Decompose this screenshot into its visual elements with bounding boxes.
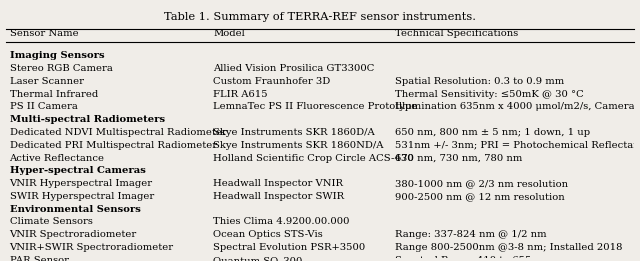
Text: Sensor Name: Sensor Name — [10, 29, 78, 38]
Text: Dedicated PRI Multispectral Radiometer: Dedicated PRI Multispectral Radiometer — [10, 141, 217, 150]
Text: Spatial Resolution: 0.3 to 0.9 mm: Spatial Resolution: 0.3 to 0.9 mm — [396, 77, 564, 86]
Text: VNIR Hyperspectral Imager: VNIR Hyperspectral Imager — [10, 179, 153, 188]
Text: FLIR A615: FLIR A615 — [213, 90, 268, 99]
Text: 670 nm, 730 nm, 780 nm: 670 nm, 730 nm, 780 nm — [396, 153, 523, 163]
Text: Dedicated NDVI Multispectral Radiometer: Dedicated NDVI Multispectral Radiometer — [10, 128, 227, 137]
Text: Headwall Inspector SWIR: Headwall Inspector SWIR — [213, 192, 344, 201]
Text: Climate Sensors: Climate Sensors — [10, 217, 92, 227]
Text: 900-2500 nm @ 12 nm resolution: 900-2500 nm @ 12 nm resolution — [396, 192, 565, 201]
Text: Stereo RGB Camera: Stereo RGB Camera — [10, 64, 113, 73]
Text: Range: 337-824 nm @ 1/2 nm: Range: 337-824 nm @ 1/2 nm — [396, 230, 547, 239]
Text: Holland Scientific Crop Circle ACS-430: Holland Scientific Crop Circle ACS-430 — [213, 153, 414, 163]
Text: Multi-spectral Radiometers: Multi-spectral Radiometers — [10, 115, 164, 124]
Text: VNIR Spectroradiometer: VNIR Spectroradiometer — [10, 230, 137, 239]
Text: Table 1. Summary of TERRA-REF sensor instruments.: Table 1. Summary of TERRA-REF sensor ins… — [164, 11, 476, 22]
Text: Laser Scanner: Laser Scanner — [10, 77, 84, 86]
Text: 380-1000 nm @ 2/3 nm resolution: 380-1000 nm @ 2/3 nm resolution — [396, 179, 568, 188]
Text: Illumination 635nm x 4000 μmol/m2/s, Camera 50 fps: Illumination 635nm x 4000 μmol/m2/s, Cam… — [396, 102, 640, 111]
Text: Environmental Sensors: Environmental Sensors — [10, 205, 140, 214]
Text: Thies Clima 4.9200.00.000: Thies Clima 4.9200.00.000 — [213, 217, 350, 227]
Text: Skye Instruments SKR 1860D/A: Skye Instruments SKR 1860D/A — [213, 128, 375, 137]
Text: Headwall Inspector VNIR: Headwall Inspector VNIR — [213, 179, 344, 188]
Text: Imaging Sensors: Imaging Sensors — [10, 51, 104, 60]
Text: Hyper-spectral Cameras: Hyper-spectral Cameras — [10, 166, 145, 175]
Text: Spectral Range 410 to 655 nm: Spectral Range 410 to 655 nm — [396, 256, 551, 261]
Text: PS II Camera: PS II Camera — [10, 102, 77, 111]
Text: Model: Model — [213, 29, 245, 38]
Text: Range 800-2500nm @3-8 nm; Installed 2018: Range 800-2500nm @3-8 nm; Installed 2018 — [396, 243, 623, 252]
Text: Thermal Infrared: Thermal Infrared — [10, 90, 98, 99]
Text: Technical Specifications: Technical Specifications — [396, 29, 518, 38]
Text: Quantum SQ–300: Quantum SQ–300 — [213, 256, 303, 261]
Text: Custom Fraunhofer 3D: Custom Fraunhofer 3D — [213, 77, 331, 86]
Text: Allied Vision Prosilica GT3300C: Allied Vision Prosilica GT3300C — [213, 64, 375, 73]
Text: VNIR+SWIR Spectroradiometer: VNIR+SWIR Spectroradiometer — [10, 243, 173, 252]
Text: Ocean Optics STS-Vis: Ocean Optics STS-Vis — [213, 230, 323, 239]
Text: Skye Instruments SKR 1860ND/A: Skye Instruments SKR 1860ND/A — [213, 141, 384, 150]
Text: Active Reflectance: Active Reflectance — [10, 153, 104, 163]
Text: 531nm +/- 3nm; PRI = Photochemical Reflectance Index: 531nm +/- 3nm; PRI = Photochemical Refle… — [396, 141, 640, 150]
Text: Spectral Evolution PSR+3500: Spectral Evolution PSR+3500 — [213, 243, 365, 252]
Text: SWIR Hyperspectral Imager: SWIR Hyperspectral Imager — [10, 192, 154, 201]
Text: LemnaTec PS II Fluorescence Prototype: LemnaTec PS II Fluorescence Prototype — [213, 102, 418, 111]
Text: PAR Sensor: PAR Sensor — [10, 256, 68, 261]
Text: Thermal Sensitivity: ≤50mK @ 30 °C: Thermal Sensitivity: ≤50mK @ 30 °C — [396, 90, 584, 99]
Text: 650 nm, 800 nm ± 5 nm; 1 down, 1 up: 650 nm, 800 nm ± 5 nm; 1 down, 1 up — [396, 128, 590, 137]
